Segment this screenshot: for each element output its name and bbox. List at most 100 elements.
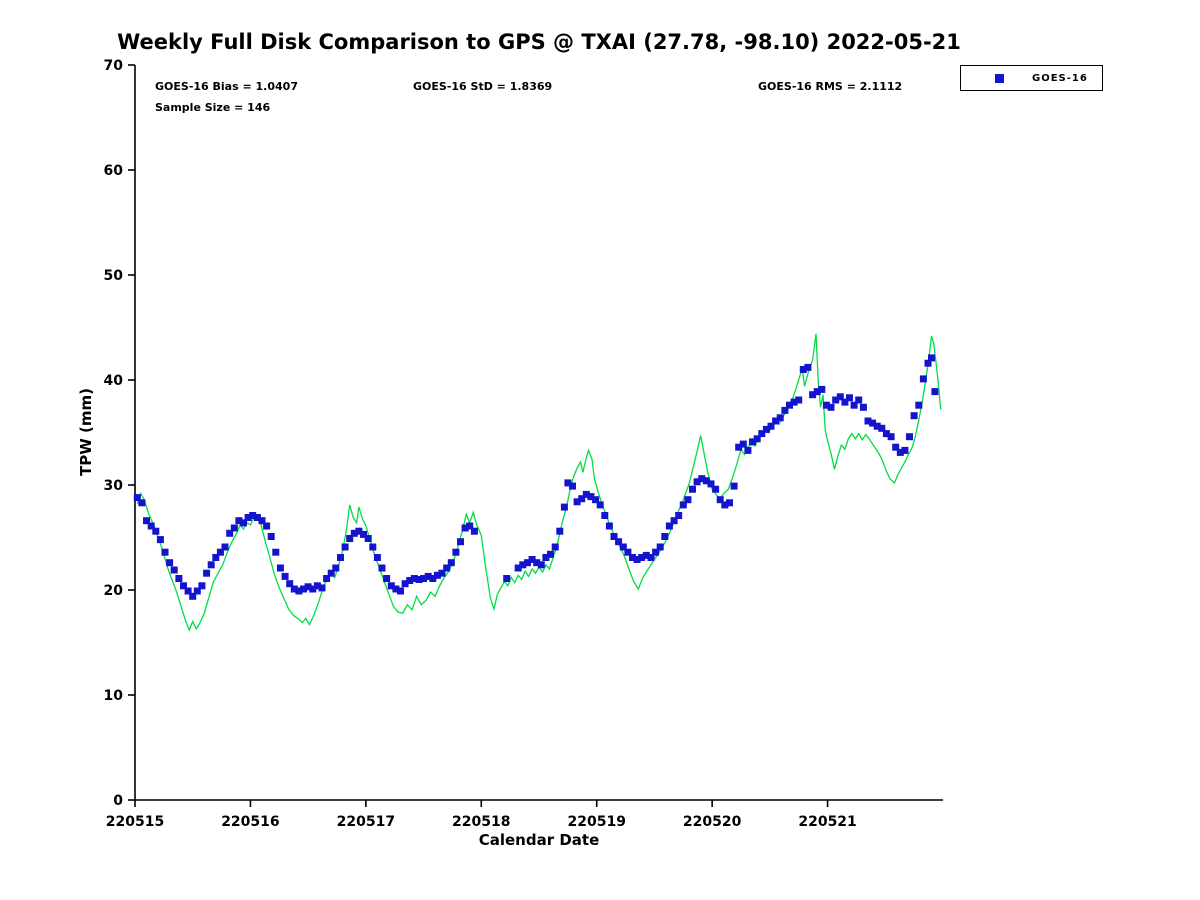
goes16-marker xyxy=(832,396,840,404)
y-tick-label: 0 xyxy=(113,793,123,809)
goes16-marker xyxy=(647,554,655,561)
stat-rms: GOES-16 RMS = 2.1112 xyxy=(758,80,903,93)
stat-std: GOES-16 StD = 1.8369 xyxy=(413,80,553,93)
goes16-marker xyxy=(503,575,511,582)
goes16-marker xyxy=(249,512,257,519)
goes16-marker xyxy=(533,559,541,567)
goes16-marker xyxy=(547,550,554,558)
goes16-marker xyxy=(290,585,298,593)
goes16-marker xyxy=(887,433,895,441)
goes16-marker xyxy=(152,527,160,535)
goes16-marker xyxy=(619,543,627,551)
goes16-marker xyxy=(551,543,559,551)
goes16-marker xyxy=(735,443,743,451)
goes16-marker xyxy=(684,496,692,504)
goes16-marker xyxy=(514,564,522,572)
goes16-marker xyxy=(286,580,294,588)
goes16-marker xyxy=(882,430,890,438)
goes16-marker xyxy=(323,575,331,582)
goes16-marker xyxy=(556,527,564,535)
goes16-marker xyxy=(133,494,141,502)
goes16-marker xyxy=(360,530,367,538)
goes16-marker xyxy=(424,572,432,580)
goes16-marker xyxy=(906,433,913,441)
goes16-marker xyxy=(605,522,613,530)
goes16-marker xyxy=(198,582,206,590)
goes16-marker xyxy=(753,435,761,443)
goes16-marker xyxy=(878,424,886,432)
goes16-marker xyxy=(341,543,349,551)
goes16-marker xyxy=(818,385,826,393)
goes16-marker xyxy=(915,401,923,409)
goes16-marker xyxy=(230,524,238,532)
goes16-marker xyxy=(156,536,164,544)
goes16-marker xyxy=(203,569,211,577)
goes16-marker xyxy=(661,533,669,540)
legend: GOES-16 xyxy=(960,65,1103,91)
goes16-marker xyxy=(276,564,284,572)
goes16-marker xyxy=(161,548,169,556)
legend-label-goes16: GOES-16 xyxy=(1032,72,1088,84)
goes16-marker xyxy=(698,475,706,483)
goes16-marker xyxy=(721,501,729,509)
goes16-marker xyxy=(772,417,780,425)
goes16-marker xyxy=(272,548,280,556)
goes16-marker xyxy=(369,543,377,551)
goes16-marker xyxy=(461,524,469,532)
goes16-marker xyxy=(166,559,174,567)
goes16-marker xyxy=(410,575,418,582)
stat-bias: GOES-16 Bias = 1.0407 xyxy=(155,80,298,93)
goes16-marker xyxy=(564,479,572,487)
goes16-marker xyxy=(601,512,609,519)
goes16-marker xyxy=(542,554,550,561)
goes16-marker xyxy=(383,575,391,582)
goes16-marker xyxy=(207,561,215,569)
y-tick-label: 30 xyxy=(104,478,124,494)
x-tick-label: 220520 xyxy=(683,814,742,830)
goes16-marker xyxy=(813,388,821,396)
goes16-marker xyxy=(707,480,715,488)
goes16-marker xyxy=(767,422,775,430)
goes16-marker xyxy=(931,388,939,396)
goes16-marker xyxy=(235,517,243,525)
goes16-marker xyxy=(578,495,586,503)
goes16-marker xyxy=(378,564,386,572)
goes16-marker xyxy=(633,556,641,563)
x-tick-label: 220515 xyxy=(106,814,164,830)
goes16-marker xyxy=(184,587,192,595)
goes16-marker xyxy=(582,490,590,498)
goes16-marker xyxy=(447,559,455,567)
goes16-marker xyxy=(212,554,220,561)
goes16-marker xyxy=(438,569,446,577)
goes16-marker xyxy=(827,403,835,411)
goes16-marker xyxy=(638,554,646,561)
goes16-marker xyxy=(795,396,803,404)
goes16-marker xyxy=(846,394,853,402)
goes16-marker xyxy=(804,363,812,371)
y-tick-label: 50 xyxy=(104,268,124,284)
gps-line xyxy=(136,333,942,632)
goes16-marker xyxy=(392,585,400,593)
goes16-marker xyxy=(560,503,568,511)
goes16-marker xyxy=(332,564,340,572)
goes16-marker xyxy=(592,496,600,504)
goes16-marker xyxy=(147,522,155,530)
goes16-marker xyxy=(263,522,271,530)
goes16-marker xyxy=(569,482,576,490)
y-tick-label: 10 xyxy=(104,688,124,704)
goes16-marker xyxy=(337,554,344,561)
goes16-marker xyxy=(355,527,363,535)
goes16-marker xyxy=(910,412,918,420)
goes16-marker xyxy=(822,401,830,409)
goes16-marker xyxy=(790,398,798,406)
goes16-marker xyxy=(693,478,701,486)
goes16-marker xyxy=(919,375,927,383)
goes16-marker xyxy=(457,538,464,546)
x-axis-label: Calendar Date xyxy=(478,831,600,849)
chart-title: Weekly Full Disk Comparison to GPS @ TXA… xyxy=(117,30,961,54)
goes16-marker xyxy=(216,548,224,556)
goes16-marker xyxy=(859,403,867,411)
goes16-marker xyxy=(836,393,844,401)
goes16-marker xyxy=(138,499,146,507)
